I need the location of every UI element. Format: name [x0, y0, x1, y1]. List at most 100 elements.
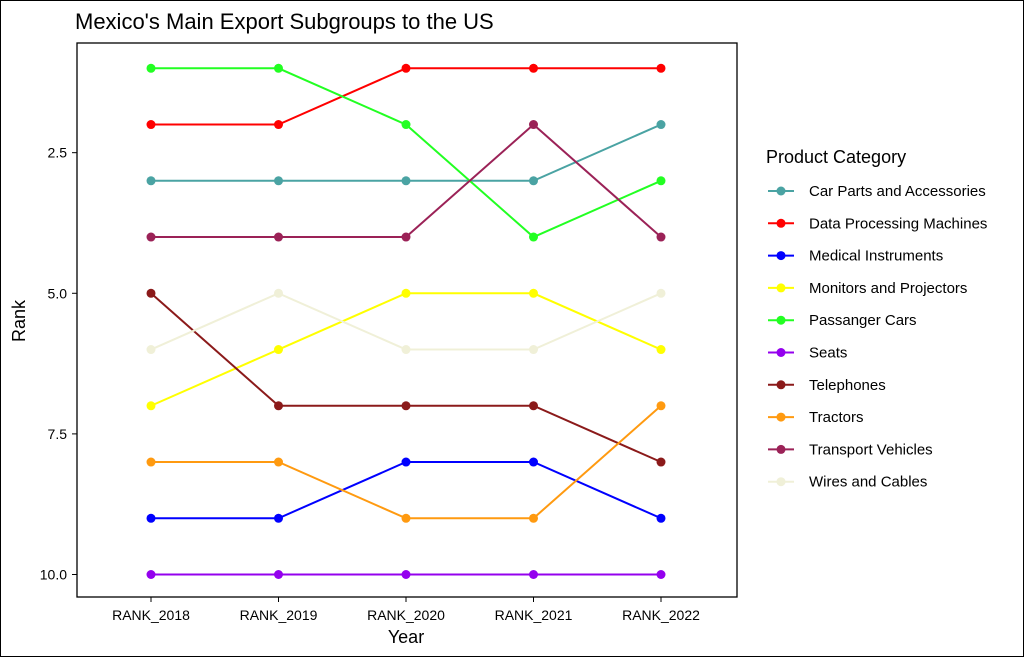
- legend-item: Telephones: [768, 377, 886, 394]
- legend-item: Passanger Cars: [768, 312, 917, 329]
- series-layer: [146, 63, 666, 580]
- legend-label: Car Parts and Accessories: [809, 183, 986, 200]
- data-point: [529, 513, 538, 523]
- data-point: [656, 513, 666, 523]
- x-tick-label: RANK_2022: [622, 607, 700, 623]
- legend-label: Medical Instruments: [809, 248, 943, 265]
- y-tick-label: 7.5: [48, 426, 68, 442]
- legend-item: Medical Instruments: [768, 248, 943, 265]
- data-point: [274, 176, 283, 186]
- data-point: [656, 232, 666, 242]
- data-point: [529, 232, 538, 242]
- data-point: [146, 345, 156, 355]
- legend-item: Car Parts and Accessories: [768, 183, 986, 200]
- data-point: [401, 345, 411, 355]
- data-point: [529, 63, 538, 73]
- data-point: [656, 345, 666, 355]
- plot-panel: [76, 42, 738, 598]
- data-point: [146, 63, 156, 73]
- legend-swatch-point: [776, 218, 786, 228]
- data-point: [146, 570, 156, 580]
- data-point: [274, 232, 283, 242]
- data-point: [401, 457, 411, 467]
- legend-swatch-point: [776, 251, 786, 261]
- data-point: [146, 176, 156, 186]
- legend-label: Seats: [809, 345, 847, 362]
- data-point: [401, 176, 411, 186]
- data-point: [656, 120, 666, 130]
- data-point: [656, 288, 666, 298]
- data-point: [146, 288, 156, 298]
- legend-label: Wires and Cables: [809, 474, 927, 491]
- data-point: [656, 176, 666, 186]
- legend-title: Product Category: [766, 147, 906, 167]
- data-point: [274, 63, 283, 73]
- data-point: [274, 120, 283, 130]
- data-point: [146, 401, 156, 411]
- legend: Product Category Car Parts and Accessori…: [766, 147, 987, 491]
- data-point: [401, 120, 411, 130]
- legend-label: Transport Vehicles: [809, 441, 933, 458]
- legend-label: Tractors: [809, 409, 863, 426]
- data-point: [529, 570, 538, 580]
- x-tick-label: RANK_2020: [367, 607, 445, 623]
- data-point: [274, 570, 283, 580]
- legend-item: Seats: [768, 345, 847, 362]
- data-point: [529, 401, 538, 411]
- y-axis: 2.5 5.0 7.5 10.0: [40, 145, 77, 583]
- legend-label: Passanger Cars: [809, 312, 917, 329]
- data-point: [274, 457, 283, 467]
- y-tick-label: 10.0: [40, 567, 67, 583]
- legend-swatch-point: [776, 186, 786, 196]
- x-tick-label: RANK_2019: [240, 607, 318, 623]
- data-point: [146, 457, 156, 467]
- data-point: [529, 457, 538, 467]
- legend-swatch-point: [776, 348, 786, 357]
- y-tick-label: 5.0: [48, 285, 68, 301]
- x-tick-label: RANK_2021: [495, 607, 573, 623]
- y-axis-label: Rank: [9, 299, 29, 342]
- legend-swatch-point: [776, 412, 786, 422]
- y-tick-label: 2.5: [48, 145, 68, 161]
- data-point: [274, 345, 283, 355]
- data-point: [401, 63, 411, 73]
- data-point: [401, 401, 411, 411]
- legend-item: Tractors: [768, 409, 863, 426]
- legend-swatch-point: [776, 380, 786, 390]
- legend-swatch-point: [776, 477, 786, 487]
- x-tick-label: RANK_2018: [112, 607, 190, 623]
- data-point: [146, 513, 156, 523]
- x-axis: RANK_2018 RANK_2019 RANK_2020 RANK_2021 RANK…: [112, 597, 700, 623]
- data-point: [401, 288, 411, 298]
- data-point: [146, 120, 156, 130]
- data-point: [274, 513, 283, 523]
- legend-swatch-point: [776, 444, 786, 454]
- data-point: [656, 63, 666, 73]
- legend-label: Telephones: [809, 377, 886, 394]
- data-point: [529, 345, 538, 355]
- legend-label: Monitors and Projectors: [809, 280, 967, 297]
- data-point: [146, 232, 156, 242]
- data-point: [529, 176, 538, 186]
- legend-item: Transport Vehicles: [768, 441, 933, 458]
- x-axis-label: Year: [388, 627, 424, 647]
- data-point: [401, 513, 411, 523]
- legend-item: Monitors and Projectors: [768, 280, 967, 297]
- data-point: [274, 288, 283, 298]
- data-point: [401, 232, 411, 242]
- data-point: [401, 570, 411, 580]
- data-point: [656, 401, 666, 411]
- legend-label: Data Processing Machines: [809, 215, 987, 232]
- legend-item: Data Processing Machines: [768, 215, 987, 232]
- data-point: [656, 457, 666, 467]
- data-point: [656, 570, 666, 580]
- legend-swatch-point: [776, 315, 786, 325]
- chart-title: Mexico's Main Export Subgroups to the US: [75, 9, 494, 34]
- legend-swatch-point: [776, 283, 786, 293]
- legend-item: Wires and Cables: [768, 474, 927, 491]
- data-point: [274, 401, 283, 411]
- data-point: [529, 288, 538, 298]
- data-point: [529, 120, 538, 130]
